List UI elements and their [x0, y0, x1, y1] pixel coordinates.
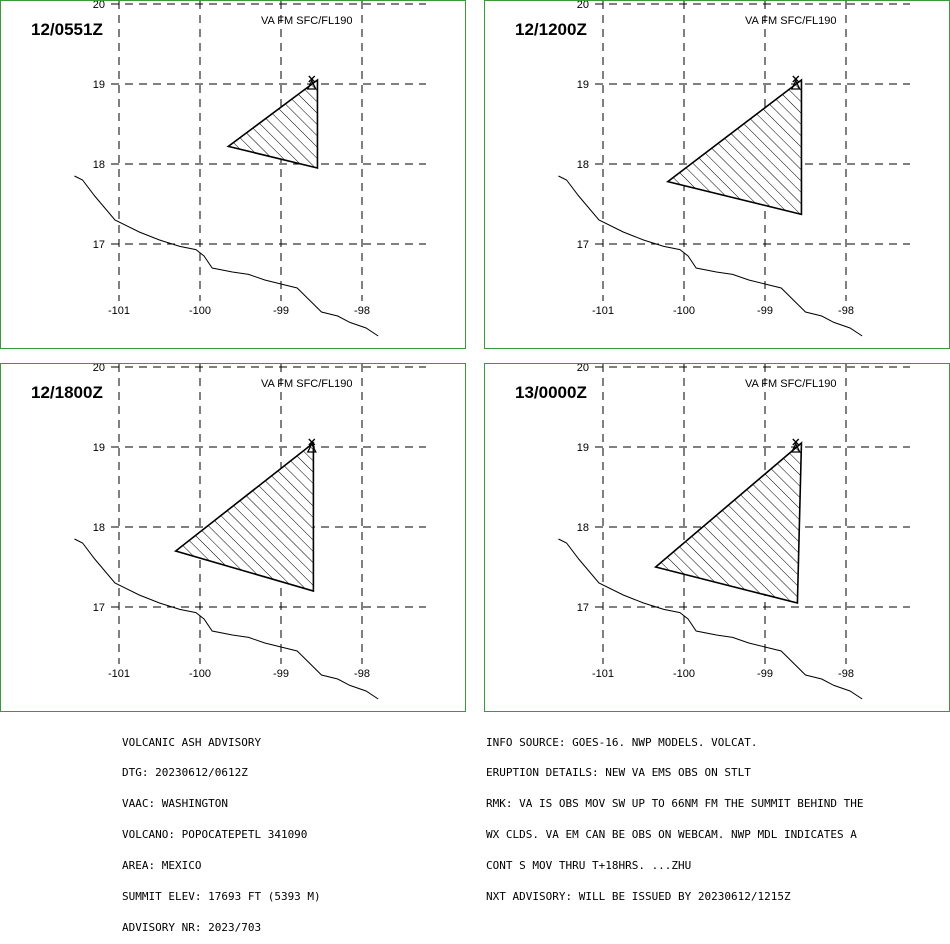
advisory-line: NXT ADVISORY: WILL BE ISSUED BY 20230612… — [486, 890, 791, 904]
advisory-line: VAAC: WASHINGTON — [122, 797, 228, 811]
lat-tick-label: 17 — [577, 602, 589, 614]
advisory-line: INFO SOURCE: GOES-16. NWP MODELS. VOLCAT… — [486, 735, 758, 749]
advisory-line: VOLCANO: POPOCATEPETL 341090 — [122, 828, 308, 842]
panel-time: 12/1200Z — [515, 20, 587, 39]
lat-tick-label: 17 — [93, 239, 105, 251]
lon-tick-label: -98 — [838, 668, 854, 680]
panel-time: 13/0000Z — [515, 383, 587, 402]
panel-time: 12/0551Z — [31, 20, 103, 39]
coastline — [558, 175, 863, 337]
lat-tick-label: 20 — [577, 1, 589, 11]
advisory-line: VOLCANIC ASH ADVISORY — [122, 735, 262, 749]
lat-tick-label: 17 — [93, 602, 105, 614]
forecast-panel-0600: 20 19 18 17 -101 -100 -99 -98 12/0551Z VA FM SF… — [0, 0, 466, 349]
lat-tick-label: 18 — [577, 522, 589, 534]
map-canvas: 20 19 18 17 -101 -100 -99 -98 — [558, 1, 910, 337]
lat-tick-label: 18 — [93, 522, 105, 534]
lon-tick-label: -99 — [273, 305, 289, 317]
lat-tick-label: 20 — [93, 1, 105, 11]
advisory-line: RMK: VA IS OBS MOV SW UP TO 66NM FM THE … — [486, 797, 864, 811]
lon-tick-label: -100 — [189, 668, 211, 680]
advisory-line: CONT S MOV THRU T+18HRS. ...ZHU — [486, 859, 692, 873]
advisory-line: WX CLDS. VA EM CAN BE OBS ON WEBCAM. NWP… — [486, 828, 857, 842]
advisory-info-right: INFO SOURCE: GOES-16. NWP MODELS. VOLCAT… — [486, 717, 864, 913]
volcano-icon — [306, 438, 317, 453]
lat-tick-label: 19 — [577, 79, 589, 91]
lat-tick-label: 19 — [93, 442, 105, 454]
lon-tick-label: -100 — [673, 305, 695, 317]
lat-tick-label: 19 — [577, 442, 589, 454]
lon-tick-label: -98 — [354, 305, 370, 317]
advisory-line: DTG: 20230612/0612Z — [122, 766, 248, 780]
coastline — [558, 538, 863, 700]
lat-tick-label: 20 — [93, 364, 105, 374]
volcano-icon — [790, 75, 801, 90]
lon-tick-label: -99 — [757, 668, 773, 680]
ash-cloud-polygon — [665, 78, 803, 216]
panel-layer: VA FM SFC/FL190 — [745, 15, 837, 27]
lon-tick-label: -99 — [757, 305, 773, 317]
forecast-panel-1200: 20 19 18 17 -101 -100 -99 -98 12/1200Z VA FM SF… — [484, 0, 950, 349]
advisory-line: SUMMIT ELEV: 17693 FT (5393 M) — [122, 890, 321, 904]
lon-tick-label: -101 — [592, 668, 614, 680]
advisory-line: ADVISORY NR: 2023/703 — [122, 920, 262, 934]
panel-layer: VA FM SFC/FL190 — [261, 378, 353, 390]
lon-tick-label: -101 — [108, 668, 130, 680]
volcano-icon — [790, 438, 801, 453]
panel-time: 12/1800Z — [31, 383, 103, 402]
volcano-icon — [306, 75, 317, 90]
lon-tick-label: -100 — [189, 305, 211, 317]
lon-tick-label: -99 — [273, 668, 289, 680]
advisory-line: ERUPTION DETAILS: NEW VA EMS OBS ON STLT — [486, 766, 751, 780]
lon-tick-label: -100 — [673, 668, 695, 680]
lat-tick-label: 17 — [577, 239, 589, 251]
forecast-panel-0000: 20 19 18 17 -101 -100 -99 -98 13/0000Z VA FM SF… — [484, 363, 950, 712]
lat-tick-label: 18 — [577, 159, 589, 171]
coastline — [74, 538, 379, 700]
lon-tick-label: -98 — [838, 305, 854, 317]
advisory-info-left: VOLCANIC ASH ADVISORY DTG: 20230612/0612… — [122, 717, 321, 944]
advisory-line: AREA: MEXICO — [122, 859, 202, 873]
lon-tick-label: -101 — [108, 305, 130, 317]
ash-cloud-polygon — [226, 78, 319, 170]
lat-tick-label: 18 — [93, 159, 105, 171]
lat-tick-label: 20 — [577, 364, 589, 374]
forecast-panel-1800: 20 19 18 17 -101 -100 -99 -98 12/1800Z VA FM SF… — [0, 363, 466, 712]
lat-tick-label: 19 — [93, 79, 105, 91]
map-canvas: 20 19 18 17 -101 -100 -99 -98 — [74, 364, 426, 700]
ash-cloud-polygon — [653, 441, 803, 605]
ash-cloud-polygon — [173, 441, 315, 593]
map-canvas: 20 19 18 17 -101 -100 -99 -98 — [558, 364, 910, 700]
panel-layer: VA FM SFC/FL190 — [261, 15, 353, 27]
panel-layer: VA FM SFC/FL190 — [745, 378, 837, 390]
map-canvas: 20 19 18 17 -101 -100 -99 -98 — [74, 1, 426, 337]
coastline — [74, 175, 379, 337]
lon-tick-label: -98 — [354, 668, 370, 680]
lon-tick-label: -101 — [592, 305, 614, 317]
